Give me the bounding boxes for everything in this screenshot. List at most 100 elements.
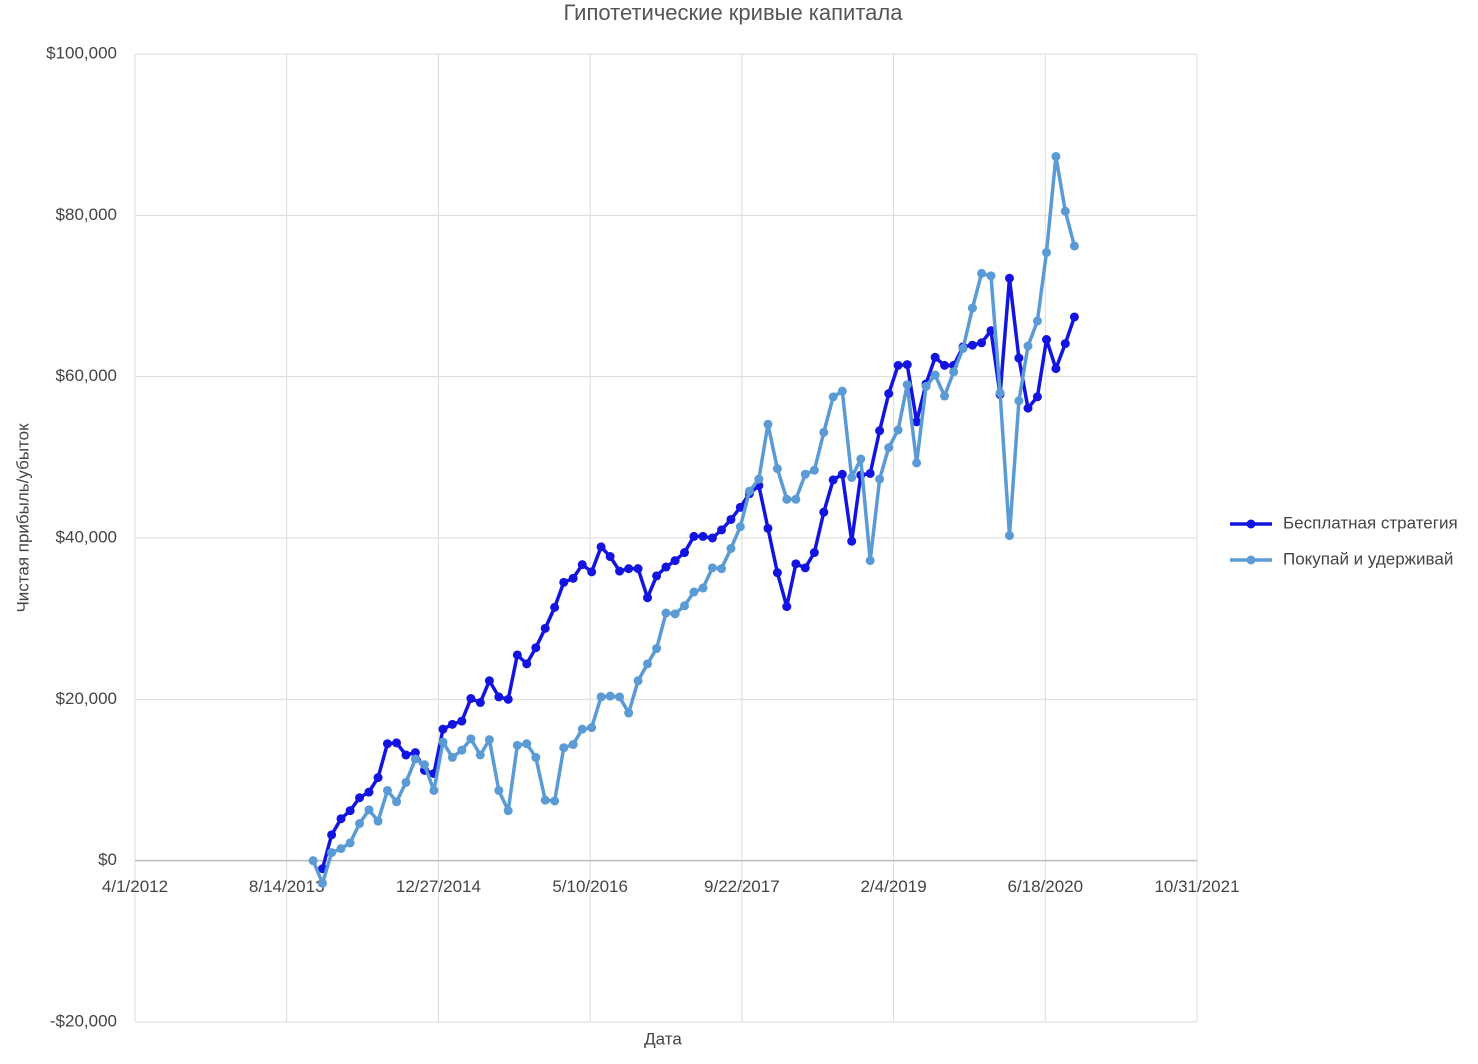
data-point [902, 360, 912, 370]
data-point [1060, 339, 1070, 349]
data-point [494, 785, 504, 795]
data-point [364, 787, 374, 797]
chart-title: Гипотетические кривые капитала [564, 0, 904, 25]
x-tick-label: 5/10/2016 [552, 877, 628, 896]
data-point [726, 543, 736, 553]
data-point [698, 583, 708, 593]
data-point [392, 797, 402, 807]
data-point [364, 805, 374, 815]
data-point [410, 748, 420, 758]
data-point [550, 796, 560, 806]
data-point [1004, 531, 1014, 541]
data-point [382, 785, 392, 795]
data-point [624, 708, 634, 718]
data-point [661, 608, 671, 618]
data-point [429, 785, 439, 795]
data-point [865, 556, 875, 566]
data-point [819, 507, 829, 517]
data-point [986, 326, 996, 336]
data-point [447, 752, 457, 762]
data-point [930, 352, 940, 362]
data-point [596, 542, 606, 552]
data-point [531, 752, 541, 762]
data-point [912, 417, 922, 427]
data-point [605, 552, 615, 562]
data-point [587, 723, 597, 733]
x-tick-label: 2/4/2019 [860, 877, 926, 896]
data-point [522, 739, 532, 749]
data-point [522, 659, 532, 669]
data-point [958, 343, 968, 353]
data-point [986, 271, 996, 281]
data-point [884, 389, 894, 399]
y-tick-label: $100,000 [46, 43, 117, 62]
data-point [438, 737, 448, 747]
data-point [893, 425, 903, 435]
data-point [484, 676, 494, 686]
data-point [809, 465, 819, 475]
data-point [689, 531, 699, 541]
data-point [512, 740, 522, 750]
data-point [615, 692, 625, 702]
data-point [540, 795, 550, 805]
data-point [642, 593, 652, 603]
data-point [828, 475, 838, 485]
data-point [782, 602, 792, 612]
data-point [763, 523, 773, 533]
data-point [772, 464, 782, 474]
data-point [484, 735, 494, 745]
data-point [596, 692, 606, 702]
data-point [1014, 396, 1024, 406]
data-point [550, 602, 560, 612]
data-point [605, 691, 615, 701]
data-point [921, 381, 931, 391]
data-point [800, 563, 810, 573]
data-point [902, 380, 912, 390]
data-point [373, 773, 383, 783]
legend-marker [1246, 519, 1256, 529]
data-point [447, 719, 457, 729]
data-point [1032, 392, 1042, 402]
data-point [707, 563, 717, 573]
data-point [1069, 241, 1079, 251]
y-tick-label: $20,000 [56, 689, 117, 708]
data-point [401, 750, 411, 760]
data-point [1041, 335, 1051, 345]
data-point [717, 564, 727, 574]
data-point [744, 486, 754, 496]
data-point [1051, 151, 1061, 161]
data-point [345, 838, 355, 848]
y-tick-label: -$20,000 [50, 1011, 117, 1030]
data-point [1060, 206, 1070, 216]
data-point [1032, 316, 1042, 326]
data-point [652, 644, 662, 654]
data-point [680, 601, 690, 611]
data-point [726, 514, 736, 524]
data-point [680, 548, 690, 558]
x-axis-label: Дата [644, 1029, 682, 1048]
data-point [1051, 364, 1061, 374]
x-tick-label: 10/31/2021 [1154, 877, 1239, 896]
data-point [577, 560, 587, 570]
data-point [308, 856, 318, 866]
data-point [568, 740, 578, 750]
data-point [652, 571, 662, 581]
data-point [318, 878, 328, 888]
data-point [327, 830, 337, 840]
data-point [336, 844, 346, 854]
data-point [930, 370, 940, 380]
data-point [457, 716, 467, 726]
data-point [772, 568, 782, 578]
data-point [531, 643, 541, 653]
data-point [670, 556, 680, 566]
data-point [875, 426, 885, 436]
data-point [1069, 312, 1079, 322]
data-point [392, 738, 402, 748]
data-point [1023, 341, 1033, 351]
data-point [1023, 403, 1033, 413]
x-tick-label: 12/27/2014 [396, 877, 481, 896]
data-point [856, 454, 866, 464]
data-point [717, 525, 727, 535]
series-line [311, 154, 1077, 886]
